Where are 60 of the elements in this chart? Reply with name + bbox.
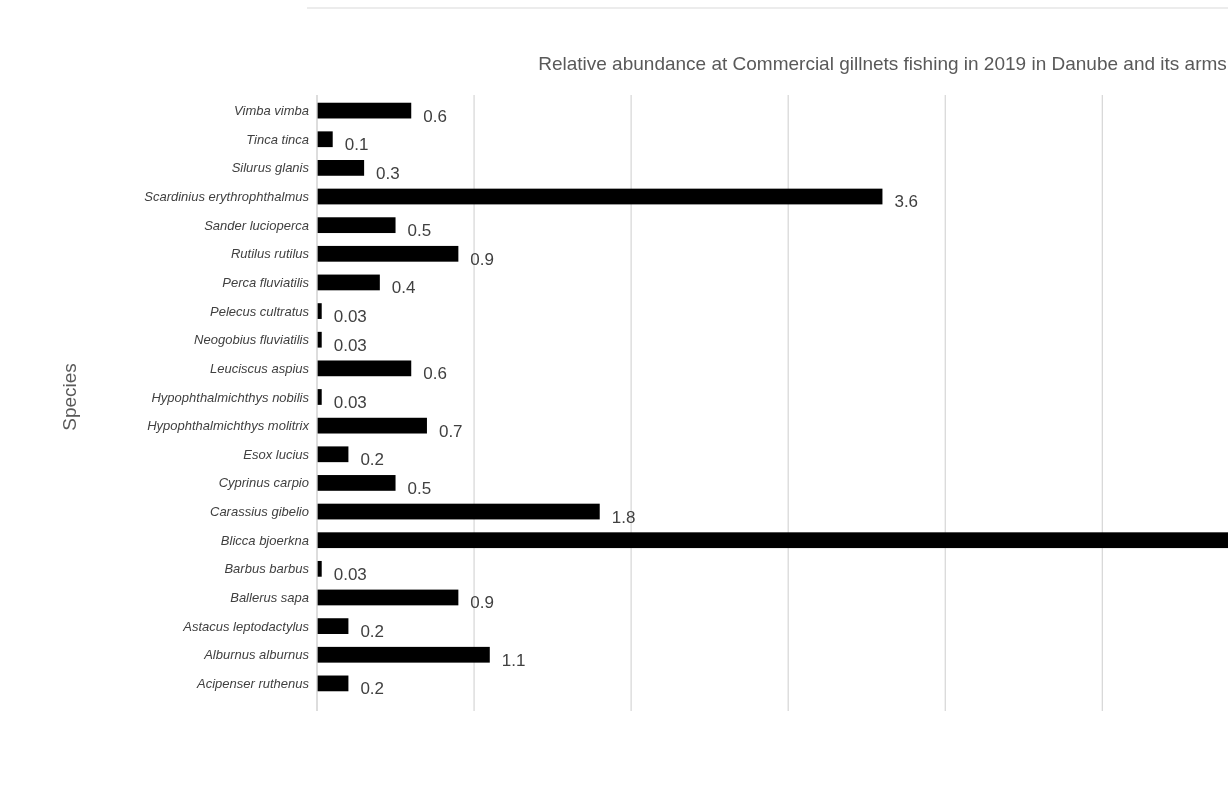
bar <box>317 102 412 119</box>
bar <box>317 675 349 692</box>
bar <box>317 417 427 434</box>
y-tick-label: Hypophthalmichthys nobilis <box>151 389 310 405</box>
data-label: 0.03 <box>333 335 367 355</box>
y-tick-label: Perca fluviatilis <box>222 274 310 290</box>
data-label: 0.03 <box>333 392 367 412</box>
bar <box>317 503 600 520</box>
y-axis-title: Species <box>59 363 80 431</box>
y-tick-label: Barbus barbus <box>224 561 310 577</box>
bar <box>317 446 349 463</box>
data-label: 0.03 <box>333 564 367 584</box>
data-label: 0.9 <box>470 249 494 269</box>
bar <box>317 360 412 377</box>
data-label: 0.7 <box>438 421 463 441</box>
bar <box>317 589 459 606</box>
y-tick-label: Alburnus alburnus <box>203 647 310 663</box>
y-tick-label: Cyprinus carpio <box>218 475 309 491</box>
data-label: 3.6 <box>894 192 919 212</box>
chart-title: Relative abundance at Commercial gillnets fishing in 2019 in Danube and its arms <box>538 53 1227 74</box>
data-label: 0.5 <box>407 478 432 498</box>
data-label: 0.3 <box>376 163 400 183</box>
data-label: 0.9 <box>470 593 494 613</box>
y-tick-label: Pelecus cultratus <box>210 303 310 319</box>
bar <box>317 188 883 205</box>
y-tick-label: Esox lucius <box>243 446 310 462</box>
bar <box>317 131 333 148</box>
y-tick-label: Leuciscus aspius <box>210 360 310 376</box>
data-label: 0.2 <box>360 679 385 699</box>
y-tick-label: Ballerus sapa <box>230 590 309 606</box>
bar <box>317 646 490 663</box>
y-tick-label: Blicca bjoerkna <box>220 532 309 548</box>
y-tick-label: Astacus leptodactylus <box>182 618 310 634</box>
bar <box>317 274 380 291</box>
y-tick-label: Vimba vimba <box>234 103 309 119</box>
bar <box>317 475 396 491</box>
data-label: 0.6 <box>423 106 447 126</box>
y-tick-label: Rutilus rutilus <box>230 246 310 262</box>
data-label: 0.2 <box>360 450 385 470</box>
y-tick-label: Sander lucioperca <box>204 217 309 233</box>
data-label: 0.6 <box>423 364 447 384</box>
y-tick-label: Tinca tinca <box>246 131 309 147</box>
y-tick-label: Hypophthalmichthys molitrix <box>147 418 310 434</box>
bar <box>317 245 459 262</box>
y-tick-label: Carassius gibelio <box>210 504 309 520</box>
y-tick-label: Scardinius erythrophthalmus <box>144 189 310 205</box>
bar <box>317 217 396 234</box>
bar <box>317 532 1228 549</box>
data-label: 0.5 <box>407 221 432 241</box>
data-label: 1.8 <box>611 507 636 527</box>
data-label: 0.03 <box>333 307 367 327</box>
y-tick-label: Neogobius fluviatilis <box>194 332 310 348</box>
data-label: 0.2 <box>360 622 385 642</box>
y-tick-label: Silurus glanis <box>231 160 310 176</box>
data-label: 0.4 <box>391 278 416 298</box>
bar <box>317 160 365 176</box>
y-tick-label: Acipenser ruthenus <box>195 675 310 691</box>
data-label: 1.1 <box>501 650 526 670</box>
bar <box>317 618 349 634</box>
data-label: 0.1 <box>344 135 369 155</box>
